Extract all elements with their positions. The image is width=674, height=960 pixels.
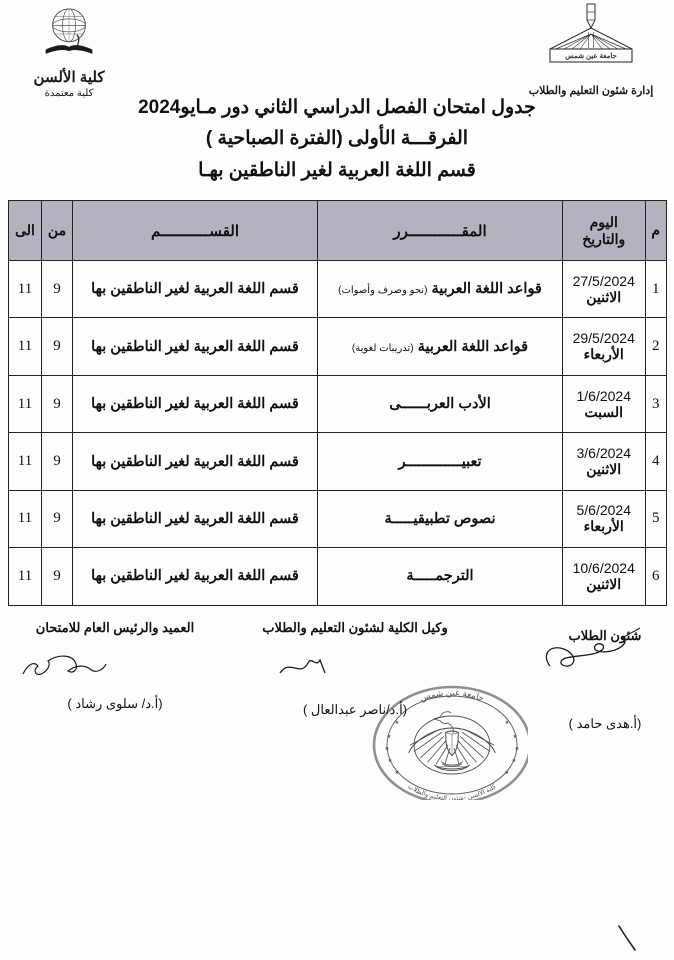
svg-text:٭: ٭ (395, 767, 400, 777)
svg-text:٭: ٭ (513, 731, 518, 741)
svg-text:٭: ٭ (387, 731, 392, 741)
svg-text:٭: ٭ (512, 755, 517, 765)
svg-text:٭: ٭ (395, 717, 400, 727)
svg-text:٭: ٭ (505, 717, 510, 727)
svg-text:٭: ٭ (388, 755, 393, 765)
svg-text:جامعة عين شمس: جامعة عين شمس (565, 52, 617, 60)
svg-text:٭: ٭ (385, 743, 390, 753)
svg-text:٭: ٭ (515, 743, 520, 753)
svg-text:٭: ٭ (505, 767, 510, 777)
